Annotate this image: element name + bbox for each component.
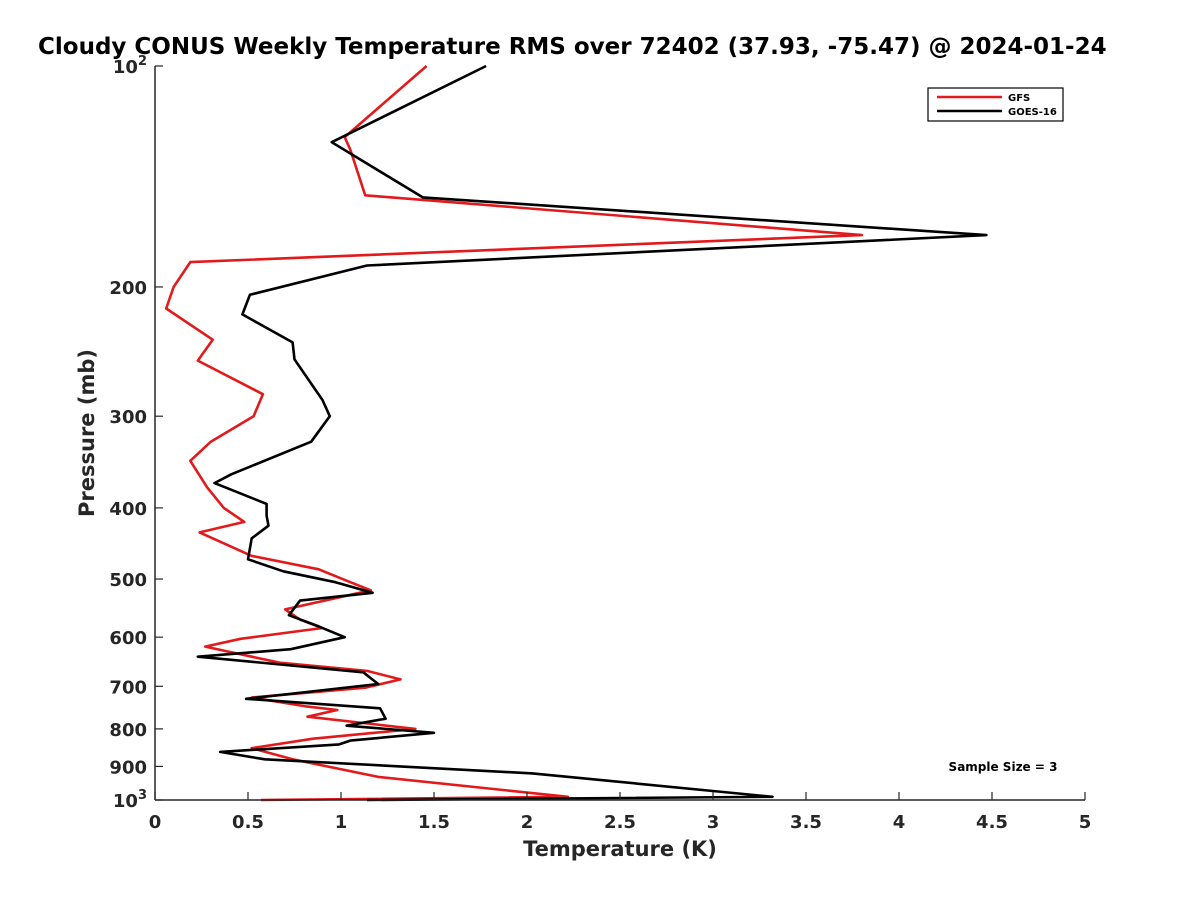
series-layer [164,64,988,802]
series-line-gfs [164,65,864,802]
y-tick-label: 700 [109,677,147,698]
x-tick-label: 0.5 [232,812,264,833]
y-tick-label: 200 [109,278,147,299]
legend: GFS GOES-16 [927,87,1064,122]
x-tick-label: 1 [335,812,348,833]
x-tick-label: 2 [521,812,534,833]
x-tick-label: 2.5 [604,812,636,833]
x-axis-label: Temperature (K) [523,837,717,861]
x-tick-label: 0 [149,812,162,833]
y-tick-label: 600 [109,628,147,649]
y-axis-label: Pressure (mb) [75,349,99,517]
y-tick-label: 900 [109,757,147,778]
y-ticks: 102 200 300 400 500 600 700 800 900 103 [109,54,163,812]
sample-size-note: Sample Size = 3 [949,760,1058,774]
series-line-goes16 [196,64,988,802]
plot-area [155,66,1085,800]
x-tick-label: 3 [707,812,720,833]
legend-box [927,87,1064,122]
x-tick-label: 1.5 [418,812,450,833]
legend-label-gfs: GFS [1008,93,1030,104]
chart-title: Cloudy CONUS Weekly Temperature RMS over… [38,34,1107,60]
x-tick-label: 3.5 [790,812,822,833]
x-tick-label: 4.5 [976,812,1008,833]
legend-label-goes16: GOES-16 [1008,107,1057,118]
x-tick-label: 4 [893,812,906,833]
x-tick-label: 5 [1079,812,1092,833]
y-tick-label: 102 [113,54,147,78]
y-tick-label: 103 [113,788,147,812]
y-tick-label: 800 [109,720,147,741]
y-tick-label: 500 [109,570,147,591]
y-tick-label: 400 [109,499,147,520]
y-tick-label: 300 [109,407,147,428]
x-ticks: 0 0.5 1 1.5 2 2.5 3 3.5 4 4.5 5 [149,792,1092,833]
